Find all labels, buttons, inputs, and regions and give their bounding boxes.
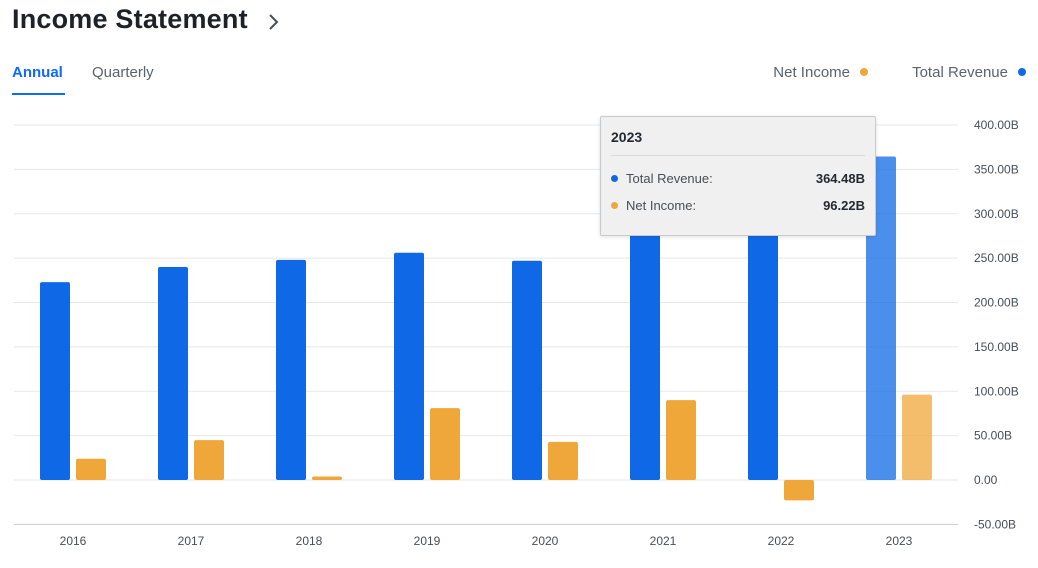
bar-total-revenue-2020[interactable] [512, 260, 542, 480]
bar-total-revenue-2019[interactable] [394, 252, 424, 480]
x-tick-label: 2021 [650, 534, 677, 548]
y-tick-label: 250.00B [974, 251, 1019, 265]
tooltip-title: 2023 [611, 129, 643, 145]
tooltip-net-income-value: 96.22B [823, 198, 865, 213]
tab-annual[interactable]: Annual [12, 64, 63, 81]
y-tick-label: 200.00B [974, 296, 1019, 310]
y-tick-label: -50.00B [974, 517, 1016, 531]
legend-total-revenue-label: Total Revenue [912, 64, 1008, 81]
y-tick-label: 400.00B [974, 118, 1019, 132]
tab-quarterly[interactable]: Quarterly [92, 64, 154, 81]
bar-total-revenue-2017[interactable] [158, 267, 188, 480]
bar-net-income-2021[interactable] [666, 400, 696, 480]
tooltip-net-income-dot [611, 202, 618, 210]
legend-net-income-dot [860, 68, 868, 77]
bar-total-revenue-2023[interactable] [866, 156, 896, 481]
y-tick-label: 350.00B [974, 162, 1019, 176]
tooltip-row-net-income: Net Income: 96.22B [611, 198, 865, 213]
bar-net-income-2018[interactable] [312, 476, 342, 480]
bar-total-revenue-2016[interactable] [40, 282, 70, 480]
x-tick-label: 2019 [414, 534, 441, 548]
y-tick-label: 100.00B [974, 384, 1019, 398]
bar-net-income-2023[interactable] [902, 394, 932, 480]
y-tick-label: 0.00 [974, 473, 998, 487]
x-tick-label: 2022 [768, 534, 795, 548]
bar-net-income-2020[interactable] [548, 441, 578, 480]
bar-net-income-2016[interactable] [76, 458, 106, 480]
active-tab-indicator [12, 93, 65, 95]
legend-total-revenue-dot [1018, 68, 1026, 77]
tooltip-row-total-revenue: Total Revenue: 364.48B [611, 171, 865, 186]
tooltip-divider [611, 155, 865, 156]
legend-total-revenue[interactable]: Total Revenue [912, 64, 1026, 81]
tooltip-revenue-dot [611, 175, 618, 183]
x-tick-label: 2023 [886, 534, 913, 548]
legend-net-income[interactable]: Net Income [773, 64, 868, 81]
x-tick-label: 2017 [178, 534, 205, 548]
bar-net-income-2022[interactable] [784, 480, 814, 501]
bar-net-income-2017[interactable] [194, 440, 224, 480]
y-tick-label: 150.00B [974, 340, 1019, 354]
bar-total-revenue-2021[interactable] [630, 233, 660, 480]
bar-net-income-2019[interactable] [430, 408, 460, 480]
tooltip-revenue-value: 364.48B [815, 171, 865, 186]
bar-total-revenue-2018[interactable] [276, 259, 306, 480]
legend-net-income-label: Net Income [773, 64, 850, 81]
tooltip-net-income-label: Net Income: [626, 198, 697, 213]
bar-total-revenue-2022[interactable] [748, 228, 778, 480]
chart-tooltip: 2023 Total Revenue: 364.48B Net Income: … [600, 116, 876, 236]
page-title[interactable]: Income Statement [12, 4, 248, 34]
x-tick-label: 2016 [60, 534, 87, 548]
chevron-right-icon[interactable] [266, 12, 282, 32]
x-tick-label: 2020 [532, 534, 559, 548]
x-tick-label: 2018 [296, 534, 323, 548]
y-tick-label: 300.00B [974, 207, 1019, 221]
tooltip-revenue-label: Total Revenue: [626, 171, 713, 186]
y-tick-label: 50.00B [974, 429, 1012, 443]
